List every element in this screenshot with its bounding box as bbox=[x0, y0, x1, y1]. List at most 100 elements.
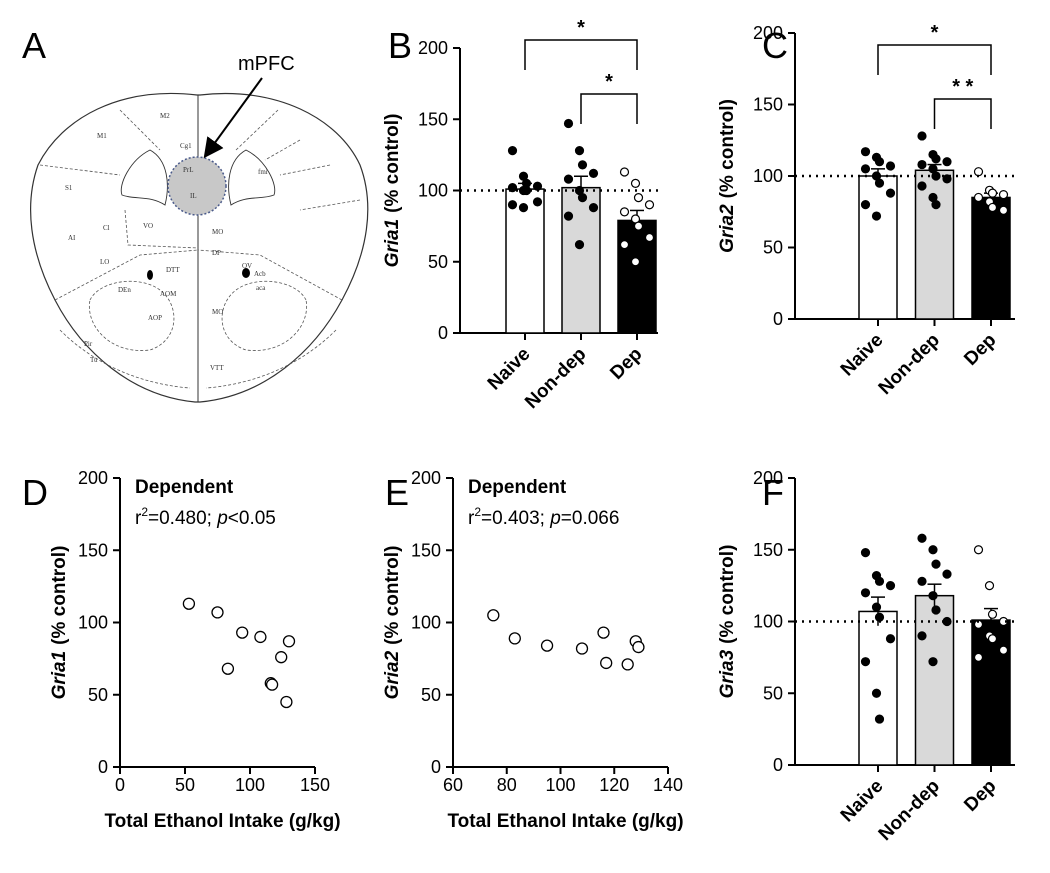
arrow bbox=[203, 77, 263, 159]
data-point bbox=[507, 200, 518, 210]
data-point bbox=[973, 192, 984, 203]
ventricle bbox=[147, 270, 153, 280]
x-tick-label: 100 bbox=[545, 775, 575, 795]
data-point bbox=[508, 632, 521, 645]
data-point bbox=[487, 609, 500, 622]
data-point bbox=[574, 146, 585, 156]
stat-part: 2 bbox=[474, 505, 481, 519]
x-tick-label: Non-dep bbox=[875, 330, 944, 399]
y-tick-label: 100 bbox=[411, 613, 441, 633]
y-axis-label: Gria2 (% control) bbox=[717, 99, 738, 253]
brain-diagram: A mPFC M1 M2 Cg1 PrL IL fmi S1 Cl VO MO DP AI LO DTT O… bbox=[22, 25, 369, 403]
data-point bbox=[874, 157, 885, 167]
atlas-label: AOP bbox=[148, 314, 162, 322]
data-point bbox=[211, 606, 224, 619]
y-tick-label: 100 bbox=[78, 613, 108, 633]
panel-letter: C bbox=[762, 25, 788, 66]
x-tick-label: 60 bbox=[443, 775, 463, 795]
x-tick-label: Naive bbox=[484, 344, 535, 395]
data-point bbox=[532, 181, 543, 191]
data-point bbox=[588, 168, 599, 178]
data-point bbox=[532, 197, 543, 207]
y-axis-unit: (% control) bbox=[382, 114, 403, 213]
stat-part: 2 bbox=[141, 505, 148, 519]
data-point bbox=[575, 642, 589, 655]
data-point bbox=[621, 658, 634, 671]
data-point bbox=[563, 118, 574, 129]
x-tick-label: Dep bbox=[960, 776, 1000, 816]
x-tick-label: Naive bbox=[837, 330, 888, 381]
atlas-label: M1 bbox=[97, 132, 107, 140]
data-point bbox=[987, 634, 998, 644]
data-point bbox=[563, 174, 574, 184]
y-axis-label: Gria1 (% control) bbox=[382, 114, 403, 268]
data-point bbox=[987, 188, 998, 198]
panel-letter: B bbox=[388, 25, 412, 66]
data-point bbox=[984, 581, 995, 591]
atlas-label: LO bbox=[100, 258, 109, 266]
data-point bbox=[644, 200, 655, 210]
annotation-title: Dependent bbox=[135, 477, 234, 498]
data-point bbox=[973, 652, 984, 662]
data-point bbox=[928, 657, 938, 667]
significance-bracket bbox=[524, 39, 638, 70]
data-point bbox=[871, 602, 882, 612]
x-tick-label: 100 bbox=[235, 775, 265, 795]
data-point bbox=[265, 678, 279, 691]
data-point bbox=[597, 626, 610, 639]
x-tick-label: 80 bbox=[497, 775, 517, 795]
panel-letter: F bbox=[762, 472, 784, 513]
data-point bbox=[874, 178, 885, 188]
data-point bbox=[917, 576, 927, 586]
y-tick-label: 50 bbox=[421, 685, 441, 705]
y-tick-label: 200 bbox=[753, 468, 783, 488]
data-point bbox=[917, 533, 927, 543]
y-axis-gene: Gria1 bbox=[382, 219, 403, 268]
data-point bbox=[860, 548, 871, 558]
y-tick-label: 0 bbox=[98, 757, 108, 777]
data-point bbox=[633, 221, 644, 231]
y-tick-label: 0 bbox=[438, 323, 448, 343]
atlas-label: aca bbox=[256, 284, 266, 292]
data-point bbox=[874, 612, 885, 622]
atlas-label: DEn bbox=[118, 286, 131, 294]
data-point bbox=[563, 211, 574, 221]
y-axis-label: Gria1 (% control) bbox=[49, 546, 70, 700]
atlas-label: fmi bbox=[258, 168, 268, 176]
brain-outline bbox=[30, 92, 369, 403]
data-point bbox=[632, 640, 645, 654]
y-axis-unit: (% control) bbox=[717, 99, 738, 198]
chart-panel: B 0 50 100 150 200 Gria1 (% control) NaiveNon-de… bbox=[382, 17, 658, 413]
data-point bbox=[860, 164, 871, 174]
data-point bbox=[885, 581, 896, 591]
bar bbox=[914, 169, 955, 320]
data-point bbox=[998, 189, 1009, 200]
data-point bbox=[973, 167, 984, 177]
data-point bbox=[507, 146, 518, 156]
y-axis-label: Gria3 (% control) bbox=[717, 545, 738, 699]
y-tick-label: 100 bbox=[753, 166, 783, 186]
y-tick-label: 150 bbox=[753, 95, 783, 115]
atlas-label: IL bbox=[190, 192, 197, 200]
data-point bbox=[874, 576, 885, 586]
annotation-stat: r2=0.480; p<0.05 bbox=[135, 505, 276, 529]
atlas-label: PrL bbox=[183, 166, 194, 174]
atlas-label: S1 bbox=[65, 184, 73, 192]
x-tick-label: Naive bbox=[837, 776, 888, 827]
x-tick-label: 140 bbox=[653, 775, 683, 795]
data-point bbox=[860, 588, 871, 598]
y-tick-label: 200 bbox=[418, 38, 448, 58]
stat-part: =0.066 bbox=[561, 508, 620, 529]
data-point bbox=[633, 193, 644, 203]
stat-part: r bbox=[135, 508, 142, 529]
y-tick-label: 150 bbox=[753, 540, 783, 560]
annotation-title: Dependent bbox=[468, 477, 567, 498]
data-point bbox=[619, 207, 630, 217]
data-point bbox=[931, 605, 941, 615]
stat-part: p bbox=[216, 508, 228, 529]
ventricle bbox=[242, 268, 250, 278]
region-callout: mPFC bbox=[238, 53, 295, 75]
forceps-left bbox=[120, 149, 168, 206]
x-tick-label: 150 bbox=[300, 775, 330, 795]
bar bbox=[858, 175, 898, 320]
